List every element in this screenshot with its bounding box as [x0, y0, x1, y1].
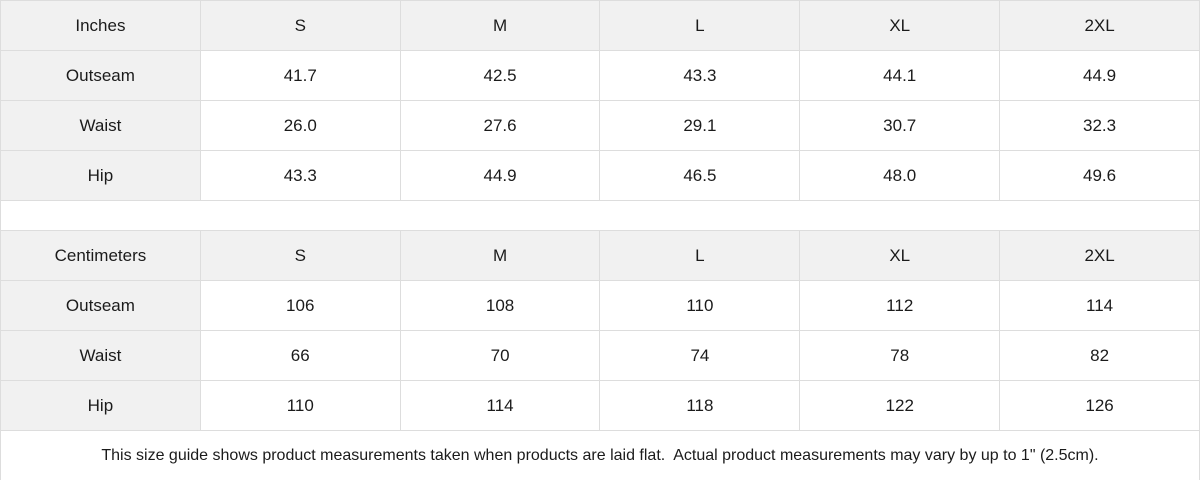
cell-hip-l: 46.5 [599, 150, 801, 201]
row-label-hip: Hip [0, 380, 201, 431]
size-header-s: S [199, 0, 401, 51]
table-row: Outseam 41.7 42.5 43.3 44.1 44.9 [0, 50, 1200, 101]
size-header-2xl: 2XL [999, 0, 1200, 51]
table-row: Waist 26.0 27.6 29.1 30.7 32.3 [0, 100, 1200, 151]
cell-hip-2xl: 49.6 [999, 150, 1200, 201]
inches-header-row: Inches S M L XL 2XL [0, 0, 1200, 51]
cell-outseam-xl: 112 [799, 280, 1001, 331]
cell-outseam-2xl: 44.9 [999, 50, 1200, 101]
footer-note-row: This size guide shows product measuremen… [0, 430, 1200, 480]
unit-label-centimeters: Centimeters [0, 230, 201, 281]
size-header-xl: XL [799, 230, 1001, 281]
table-row: Waist 66 70 74 78 82 [0, 330, 1200, 381]
spacer-cell [0, 200, 1200, 231]
spacer-row [0, 200, 1200, 231]
cell-waist-2xl: 82 [999, 330, 1200, 381]
cell-outseam-l: 110 [599, 280, 801, 331]
size-header-l: L [599, 230, 801, 281]
cell-waist-xl: 30.7 [799, 100, 1001, 151]
cell-hip-s: 43.3 [199, 150, 401, 201]
size-header-m: M [399, 0, 601, 51]
row-label-outseam: Outseam [0, 50, 201, 101]
cell-outseam-m: 42.5 [399, 50, 601, 101]
footer-note: This size guide shows product measuremen… [0, 430, 1200, 480]
size-header-l: L [599, 0, 801, 51]
centimeters-header-row: Centimeters S M L XL 2XL [0, 230, 1200, 281]
cell-waist-s: 66 [199, 330, 401, 381]
table-row: Hip 110 114 118 122 126 [0, 380, 1200, 431]
cell-outseam-s: 106 [199, 280, 401, 331]
cell-outseam-s: 41.7 [199, 50, 401, 101]
size-header-s: S [199, 230, 401, 281]
cell-hip-l: 118 [599, 380, 801, 431]
table-row: Outseam 106 108 110 112 114 [0, 280, 1200, 331]
row-label-hip: Hip [0, 150, 201, 201]
size-header-xl: XL [799, 0, 1001, 51]
cell-waist-m: 27.6 [399, 100, 601, 151]
unit-label-inches: Inches [0, 0, 201, 51]
cell-hip-s: 110 [199, 380, 401, 431]
row-label-waist: Waist [0, 330, 201, 381]
cell-hip-m: 44.9 [399, 150, 601, 201]
cell-waist-l: 74 [599, 330, 801, 381]
cell-outseam-l: 43.3 [599, 50, 801, 101]
cell-waist-s: 26.0 [199, 100, 401, 151]
cell-outseam-m: 108 [399, 280, 601, 331]
size-header-m: M [399, 230, 601, 281]
size-header-2xl: 2XL [999, 230, 1200, 281]
cell-hip-xl: 48.0 [799, 150, 1001, 201]
cell-waist-xl: 78 [799, 330, 1001, 381]
cell-outseam-2xl: 114 [999, 280, 1200, 331]
cell-waist-2xl: 32.3 [999, 100, 1200, 151]
cell-hip-2xl: 126 [999, 380, 1200, 431]
cell-hip-xl: 122 [799, 380, 1001, 431]
row-label-outseam: Outseam [0, 280, 201, 331]
cell-waist-l: 29.1 [599, 100, 801, 151]
cell-outseam-xl: 44.1 [799, 50, 1001, 101]
table-row: Hip 43.3 44.9 46.5 48.0 49.6 [0, 150, 1200, 201]
cell-waist-m: 70 [399, 330, 601, 381]
row-label-waist: Waist [0, 100, 201, 151]
cell-hip-m: 114 [399, 380, 601, 431]
